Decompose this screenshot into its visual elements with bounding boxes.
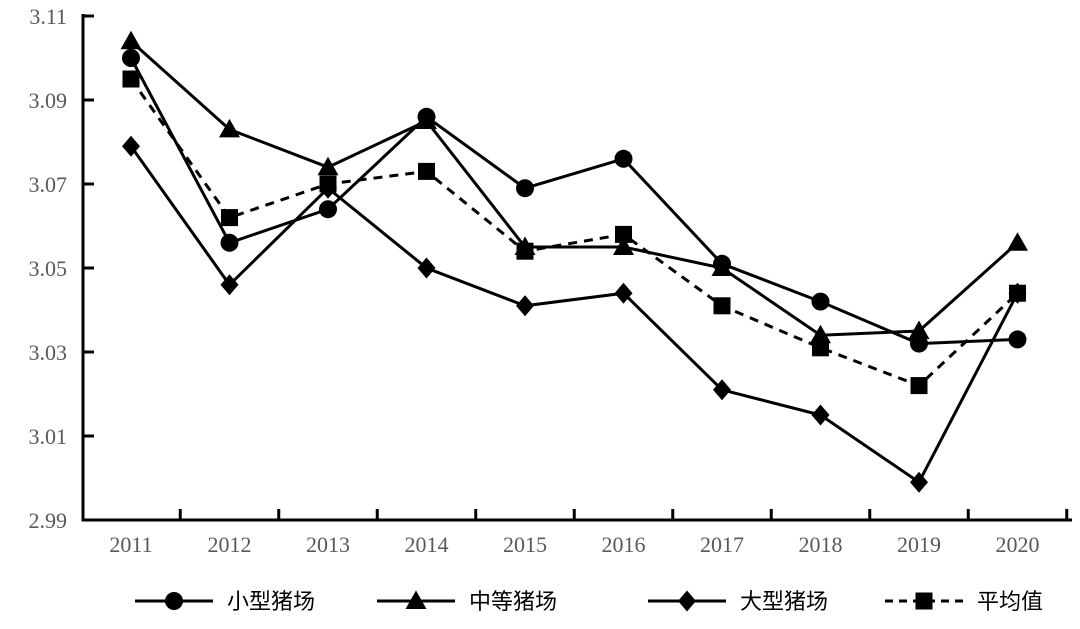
- series-line-circle: [129, 57, 1018, 346]
- y-tick-label: 3.09: [29, 88, 68, 113]
- legend-diamond-marker-icon: [678, 590, 696, 612]
- circle-marker-icon: [811, 292, 830, 311]
- y-tick-label: 3.03: [29, 340, 68, 365]
- triangle-marker-icon: [810, 324, 831, 344]
- diamond-marker-icon: [417, 257, 436, 279]
- square-marker-icon: [319, 175, 337, 193]
- square-marker-icon: [122, 70, 140, 88]
- circle-marker-icon: [417, 107, 436, 126]
- diamond-marker-icon: [811, 404, 830, 426]
- circle-marker-icon: [220, 233, 239, 252]
- triangle-marker-icon: [317, 156, 339, 176]
- x-tick-label: 2012: [208, 532, 252, 557]
- legend-label-square: 平均值: [977, 589, 1043, 614]
- x-tick-label: 2015: [503, 532, 547, 557]
- square-marker-icon: [910, 377, 928, 395]
- x-tick-label: 2017: [700, 532, 744, 557]
- x-tick-label: 2020: [996, 532, 1040, 557]
- diamond-marker-icon: [713, 379, 731, 401]
- square-marker-icon: [615, 225, 632, 243]
- x-tick-label: 2019: [897, 532, 941, 557]
- x-tick-label: 2018: [799, 532, 843, 557]
- circle-marker-icon: [614, 149, 633, 168]
- x-tick-label: 2016: [602, 532, 646, 557]
- legend-label-diamond: 大型猪场: [740, 589, 828, 614]
- legend-triangle-marker-icon: [405, 590, 427, 609]
- series-line-diamond: [129, 145, 1019, 485]
- y-tick-label: 3.07: [29, 172, 68, 197]
- circle-marker-icon: [713, 254, 731, 273]
- triangle-marker-icon: [613, 236, 634, 255]
- square-marker-icon: [221, 209, 238, 227]
- y-tick-label: 3.05: [29, 256, 68, 281]
- triangle-marker-icon: [908, 320, 930, 339]
- circle-marker-icon: [319, 200, 337, 219]
- triangle-marker-icon: [120, 30, 142, 50]
- square-marker-icon: [418, 162, 435, 180]
- circle-marker-icon: [516, 179, 534, 198]
- square-marker-icon: [812, 339, 829, 357]
- diamond-marker-icon: [122, 135, 140, 157]
- triangle-marker-icon: [1007, 232, 1028, 251]
- legend-square-marker-icon: [915, 592, 933, 610]
- circle-marker-icon: [910, 334, 928, 353]
- x-tick-label: 2014: [405, 532, 449, 557]
- circle-marker-icon: [1008, 330, 1027, 349]
- diamond-marker-icon: [910, 471, 928, 493]
- diamond-marker-icon: [516, 295, 534, 317]
- square-marker-icon: [713, 297, 731, 315]
- legend-label-triangle: 中等猪场: [469, 589, 557, 614]
- y-tick-label: 3.11: [29, 4, 67, 29]
- circle-marker-icon: [122, 49, 140, 67]
- x-tick-label: 2011: [109, 532, 152, 557]
- y-tick-label: 2.99: [29, 508, 68, 533]
- triangle-marker-icon: [219, 118, 240, 138]
- series-line-square: [129, 78, 1019, 388]
- diamond-marker-icon: [614, 282, 633, 304]
- legend-label-circle: 小型猪场: [227, 589, 315, 614]
- square-marker-icon: [516, 242, 534, 260]
- square-marker-icon: [1009, 284, 1026, 302]
- series-line-triangle: [129, 40, 1019, 337]
- diamond-marker-icon: [220, 274, 239, 296]
- legend-circle-marker-icon: [165, 592, 183, 610]
- x-tick-label: 2013: [306, 532, 350, 557]
- y-tick-label: 3.01: [29, 424, 68, 449]
